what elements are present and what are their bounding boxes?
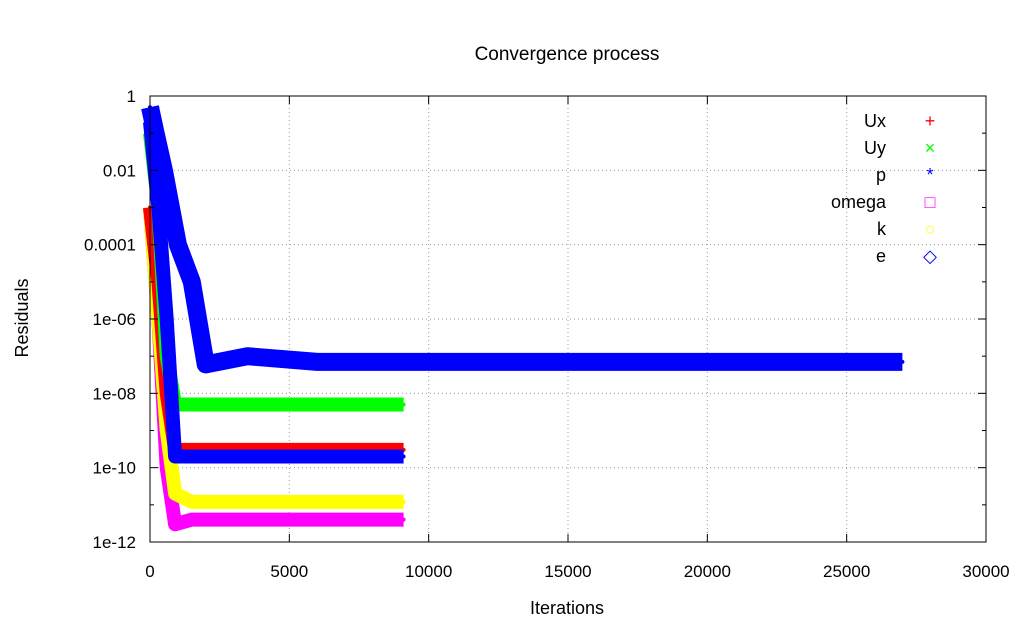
plot-frame: [149, 95, 987, 543]
legend-marker: □: [925, 192, 936, 212]
x-tick-labels: 0 5000 10000 15000 20000 25000 30000: [145, 562, 1009, 581]
data-point: [156, 205, 161, 210]
data-point: [401, 454, 406, 459]
legend-label: k: [877, 219, 887, 239]
legend-label: p: [876, 165, 886, 185]
legend-marker: ○: [925, 219, 936, 239]
data-point: [566, 359, 570, 364]
axis-ticks: [149, 95, 987, 543]
data-point: [401, 499, 406, 504]
data-point: [189, 454, 194, 459]
series-band: [143, 206, 404, 457]
series-p: [141, 105, 905, 374]
legend-label: Ux: [864, 111, 886, 131]
data-point: [189, 517, 194, 522]
legend-marker: +: [925, 111, 936, 131]
x-axis-label: Iterations: [530, 598, 604, 618]
x-tick-label: 20000: [684, 562, 731, 581]
data-point: [173, 522, 178, 527]
data-point: [161, 168, 166, 173]
legend: Ux + Uy × p * omega □ k ○ e ◇: [831, 111, 937, 266]
y-tick-labels: 1 0.01 0.0001 1e-06 1e-08 1e-10 1e-12: [84, 87, 136, 552]
x-tick-label: 30000: [962, 562, 1009, 581]
y-tick-label: 0.0001: [84, 236, 136, 255]
x-tick-label: 25000: [823, 562, 870, 581]
y-tick-label: 1e-10: [93, 459, 136, 478]
legend-label: omega: [831, 192, 887, 212]
data-point: [401, 517, 406, 522]
data-point: [401, 402, 406, 407]
data-point: [203, 362, 208, 367]
y-tick-label: 1e-06: [93, 310, 136, 329]
data-point: [175, 242, 180, 247]
x-tick-label: 10000: [405, 562, 452, 581]
y-tick-label: 0.01: [103, 161, 136, 180]
legend-marker: ×: [925, 138, 936, 158]
legend-label: Uy: [864, 138, 886, 158]
data-point: [173, 491, 178, 496]
data-point: [189, 279, 194, 284]
series-band: [141, 105, 903, 374]
data-point: [287, 454, 292, 459]
x-tick-label: 5000: [270, 562, 308, 581]
data-point: [287, 402, 292, 407]
y-tick-label: 1e-12: [93, 533, 136, 552]
data-point: [189, 402, 194, 407]
plot-area: [141, 95, 987, 543]
data-point: [153, 131, 158, 136]
data-point: [287, 517, 292, 522]
legend-marker: ◇: [923, 246, 937, 266]
chart-title: Convergence process: [475, 44, 660, 65]
series-e: [143, 119, 406, 464]
series-layer: [141, 105, 905, 532]
data-point: [900, 359, 905, 364]
y-axis-label: Residuals: [12, 278, 32, 357]
legend-label: e: [876, 246, 886, 266]
data-point: [287, 499, 292, 504]
data-point: [164, 317, 169, 321]
data-point: [315, 359, 320, 364]
data-point: [173, 454, 178, 459]
y-tick-label: 1: [127, 87, 136, 106]
x-tick-label: 15000: [544, 562, 591, 581]
y-tick-label: 1e-08: [93, 384, 136, 403]
legend-marker: *: [926, 165, 933, 185]
grid-lines: [150, 96, 986, 542]
data-point: [189, 499, 194, 504]
data-point: [245, 354, 250, 359]
x-tick-label: 0: [145, 562, 154, 581]
